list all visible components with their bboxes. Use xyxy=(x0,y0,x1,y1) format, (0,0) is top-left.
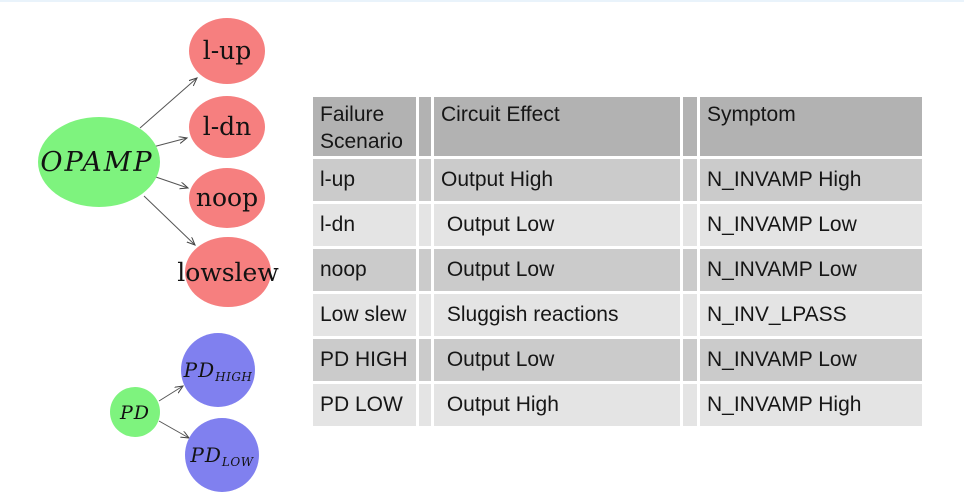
cell-scenario: PD LOW xyxy=(313,384,416,426)
node-l-dn-label: l-dn xyxy=(203,112,252,141)
table-row: l-up Output High N_INVAMP High xyxy=(313,159,922,201)
edge-pd-high xyxy=(158,386,183,402)
cell-symptom: N_INVAMP Low xyxy=(700,249,922,291)
spacer-cell xyxy=(683,249,697,291)
node-lowslew-label: lowslew xyxy=(177,258,279,287)
header-failure-scenario: Failure Scenario xyxy=(313,97,416,156)
top-accent-line xyxy=(0,0,964,2)
cell-effect: Output Low xyxy=(434,204,680,246)
cell-scenario: noop xyxy=(313,249,416,291)
node-pd-high-label: PDHIGH xyxy=(183,358,253,384)
cell-symptom: N_INVAMP Low xyxy=(700,204,922,246)
fault-tree-diagram: OPAMP l-up l-dn noop lowslew PD PDHIGH P… xyxy=(38,18,279,492)
node-opamp: OPAMP xyxy=(38,117,160,207)
node-l-up: l-up xyxy=(189,18,265,84)
header-circuit-effect: Circuit Effect xyxy=(434,97,680,156)
table-header-row: Failure Scenario Circuit Effect Symptom xyxy=(313,97,922,156)
node-noop-label: noop xyxy=(196,183,258,212)
spacer-cell xyxy=(419,97,431,156)
spacer-cell xyxy=(419,159,431,201)
table-row: noop Output Low N_INVAMP Low xyxy=(313,249,922,291)
cell-effect: Output Low xyxy=(434,339,680,381)
cell-symptom: N_INVAMP High xyxy=(700,384,922,426)
cell-symptom: N_INVAMP Low xyxy=(700,339,922,381)
node-pd-label: PD xyxy=(119,402,150,424)
cell-scenario: PD HIGH xyxy=(313,339,416,381)
node-pd: PD xyxy=(110,387,160,437)
spacer-cell xyxy=(683,97,697,156)
node-l-dn: l-dn xyxy=(189,96,265,158)
node-opamp-label: OPAMP xyxy=(40,147,153,178)
table-row: PD LOW Output High N_INVAMP High xyxy=(313,384,922,426)
node-pd-high: PDHIGH xyxy=(181,333,255,407)
node-pd-low: PDLOW xyxy=(185,418,259,492)
spacer-cell xyxy=(419,339,431,381)
failure-table: Failure Scenario Circuit Effect Symptom … xyxy=(310,94,925,429)
table-row: l-dn Output Low N_INVAMP Low xyxy=(313,204,922,246)
spacer-cell xyxy=(419,249,431,291)
node-noop: noop xyxy=(189,168,265,228)
cell-effect: Output High xyxy=(434,384,680,426)
spacer-cell xyxy=(683,294,697,336)
spacer-cell xyxy=(419,204,431,246)
cell-scenario: l-up xyxy=(313,159,416,201)
edge-opamp-lowslew xyxy=(143,195,195,245)
table-row: PD HIGH Output Low N_INVAMP Low xyxy=(313,339,922,381)
spacer-cell xyxy=(683,159,697,201)
spacer-cell xyxy=(419,294,431,336)
table-row: Low slew Sluggish reactions N_INV_LPASS xyxy=(313,294,922,336)
cell-effect: Output Low xyxy=(434,249,680,291)
spacer-cell xyxy=(683,204,697,246)
header-symptom: Symptom xyxy=(700,97,922,156)
spacer-cell xyxy=(683,339,697,381)
spacer-cell xyxy=(419,384,431,426)
node-pd-low-label: PDLOW xyxy=(189,443,254,469)
cell-symptom: N_INV_LPASS xyxy=(700,294,922,336)
edge-opamp-lup xyxy=(139,78,197,129)
node-lowslew: lowslew xyxy=(177,237,279,307)
cell-scenario: l-dn xyxy=(313,204,416,246)
cell-symptom: N_INVAMP High xyxy=(700,159,922,201)
spacer-cell xyxy=(683,384,697,426)
cell-effect: Sluggish reactions xyxy=(434,294,680,336)
node-l-up-label: l-up xyxy=(203,36,252,65)
cell-effect: Output High xyxy=(434,159,680,201)
edge-pd-low xyxy=(158,420,189,438)
cell-scenario: Low slew xyxy=(313,294,416,336)
